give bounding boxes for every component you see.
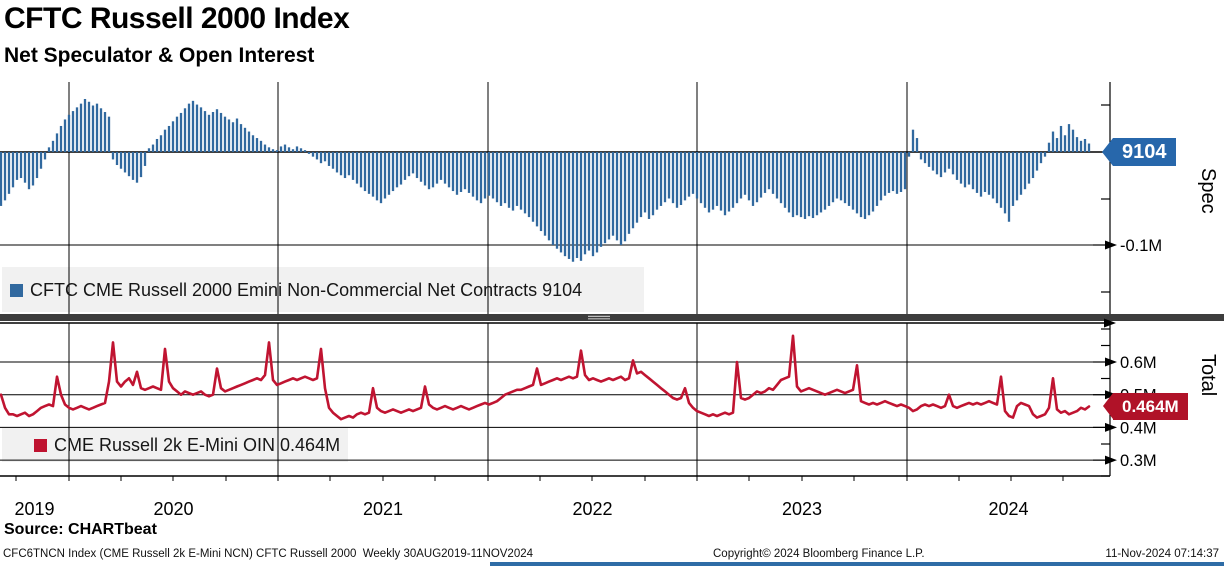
copyright-note: Copyright© 2024 Bloomberg Finance L.P. xyxy=(713,548,925,560)
x-axis: 2019 2020 2021 2022 2023 2024 xyxy=(14,476,1064,519)
last-value-tag-total: 0.464M xyxy=(1103,393,1188,420)
page-title: CFTC Russell 2000 Index xyxy=(4,2,350,35)
x-year-label: 2024 xyxy=(988,499,1028,519)
ticker-note: CFC6TNCN Index (CME Russell 2k E-Mini NC… xyxy=(3,548,534,560)
legend-swatch-blue-icon xyxy=(10,283,23,297)
panel-separator[interactable] xyxy=(0,314,1224,321)
source-note: Source: CHARTbeat xyxy=(4,521,157,538)
svg-text:-0.1M: -0.1M xyxy=(1120,237,1162,255)
axis-title-spec: Spec xyxy=(1197,168,1219,214)
legend-total-label: CME Russell 2k E-Mini OIN 0.464M xyxy=(54,435,341,455)
legend-total-series[interactable]: CME Russell 2k E-Mini OIN 0.464M xyxy=(34,432,346,459)
axis-title-total: Total xyxy=(1197,354,1219,397)
legend-spec-label: CFTC CME Russell 2000 Emini Non-Commerci… xyxy=(30,279,583,300)
bottom-edge-strip xyxy=(490,562,1224,566)
svg-text:0.3M: 0.3M xyxy=(1120,452,1157,470)
total-line xyxy=(0,334,1091,421)
page-subtitle: Net Speculator & Open Interest xyxy=(4,44,315,67)
spec-bars xyxy=(0,98,1091,262)
x-year-label: 2023 xyxy=(782,499,822,519)
timestamp: 11-Nov-2024 07:14:37 xyxy=(1105,548,1219,560)
svg-text:0.6M: 0.6M xyxy=(1120,354,1157,372)
last-value-tag-spec: 9104 xyxy=(1102,138,1176,166)
x-year-label: 2022 xyxy=(572,499,612,519)
svg-text:0.4M: 0.4M xyxy=(1120,419,1157,437)
legend-boxes xyxy=(2,267,644,462)
x-year-label: 2021 xyxy=(363,499,403,519)
x-year-label: 2019 xyxy=(14,499,54,519)
x-year-label: 2020 xyxy=(153,499,193,519)
legend-spec-series[interactable]: CFTC CME Russell 2000 Emini Non-Commerci… xyxy=(10,272,640,308)
legend-swatch-red-icon xyxy=(34,439,47,452)
